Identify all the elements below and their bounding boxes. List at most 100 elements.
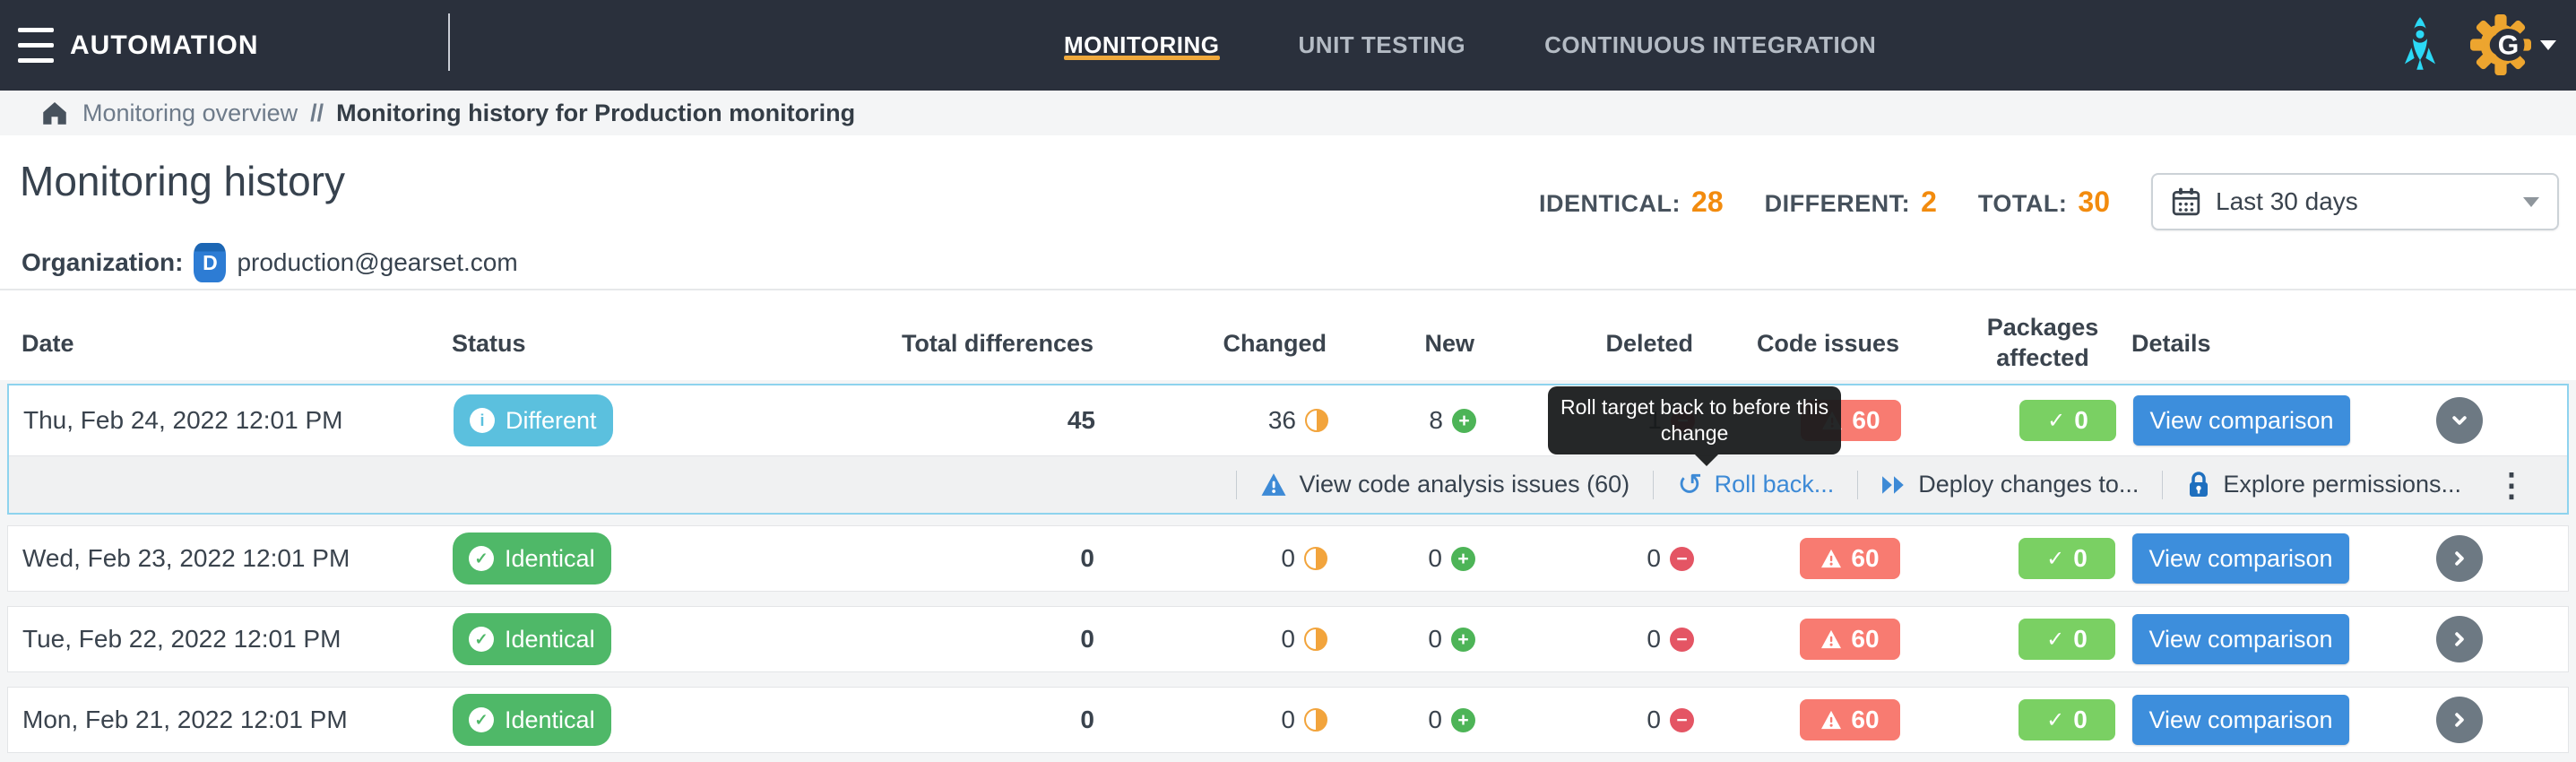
tick-icon: ✓ [2046,707,2065,732]
minus-icon: − [1670,627,1694,652]
chevron-right-icon [2454,632,2464,646]
stat-identical-value: 28 [1691,185,1724,218]
expand-row-button[interactable] [2435,535,2483,582]
row-details-cell: View comparison [2115,695,2350,745]
code-issues-badge: 60 [1800,619,1900,660]
row-packages-cell: ✓ 0 [1900,538,2115,579]
expand-row-button[interactable] [2435,697,2483,743]
table-row: Wed, Feb 23, 2022 12:01 PM ✓ Identical 0… [7,525,2569,592]
row-changed-cell: 0 [1094,625,1327,654]
breadcrumb-current: Monitoring history for Production monito… [336,99,856,126]
section-divider [0,289,2576,290]
org-type-badge: D [194,243,227,282]
header-packages-affected: Packages affected [1986,314,2099,371]
header-date: Date [22,329,74,357]
minus-icon: − [1670,707,1694,732]
row-expander-cell [2350,616,2568,662]
row-packages-cell: ✓ 0 [1901,400,2116,441]
stat-total: TOTAL: 30 [1978,186,2110,219]
action-divider [1236,470,1238,499]
row-new-cell: 8 + [1328,406,1476,435]
header-code-issues: Code issues [1756,329,1899,357]
explore-permissions-action[interactable]: Explore permissions... [2163,471,2485,499]
status-badge-different: i Different [454,394,613,446]
stat-identical: IDENTICAL: 28 [1539,186,1724,219]
header-new: New [1424,329,1474,357]
table-row-group-expanded: Thu, Feb 24, 2022 12:01 PM i Different 4… [7,384,2569,515]
tab-monitoring[interactable]: MONITORING [1064,0,1220,91]
stat-different-value: 2 [1921,185,1937,218]
collapse-row-button[interactable] [2435,397,2483,444]
row-code-issues-cell: 60 [1694,538,1900,579]
view-code-analysis-action[interactable]: View code analysis issues (60) [1237,471,1653,498]
view-comparison-button[interactable]: View comparison [2132,695,2349,745]
hamburger-menu-icon[interactable] [18,28,54,63]
table-header-row: Date Status Total differences Changed Ne… [7,311,2569,376]
row-total-differences: 0 [1080,544,1094,572]
packages-badge: ✓ 0 [2018,619,2115,660]
row-code-issues-cell: 60 [1694,699,1900,740]
stat-total-value: 30 [2078,185,2110,218]
stat-different-label: DIFFERENT: [1764,189,1911,217]
row-new-cell: 0 + [1327,544,1475,573]
deploy-changes-action[interactable]: Deploy changes to... [1858,471,2162,498]
row-total-differences: 0 [1080,706,1094,733]
row-new-cell: 0 + [1327,625,1475,654]
breadcrumb-link-monitoring-overview[interactable]: Monitoring overview [82,99,298,126]
action-divider [1653,470,1655,499]
tab-unit-testing[interactable]: UNIT TESTING [1298,31,1466,58]
plus-icon: + [1452,408,1476,433]
warning-triangle-icon [1821,549,1842,568]
header-status: Status [452,329,526,357]
info-icon: i [470,408,495,433]
row-date: Thu, Feb 24, 2022 12:01 PM [23,406,343,434]
view-comparison-button[interactable]: View comparison [2132,614,2349,664]
date-range-dropdown[interactable]: Last 30 days [2151,173,2559,230]
lock-icon [2190,471,2209,497]
kebab-menu-icon[interactable]: ⋮ [2495,465,2528,503]
view-comparison-button[interactable]: View comparison [2133,395,2350,446]
top-navigation-bar: AUTOMATION MONITORING UNIT TESTING CONTI… [0,0,2576,91]
user-avatar-menu[interactable]: G [2470,14,2556,75]
rocket-icon[interactable] [2400,16,2440,74]
row-date: Tue, Feb 22, 2022 12:01 PM [22,625,341,653]
row-expander-cell [2350,535,2568,582]
warning-triangle-icon [1821,710,1842,730]
row-expander-cell [2350,697,2568,743]
packages-badge: ✓ 0 [2018,538,2115,579]
tick-icon: ✓ [2046,546,2065,571]
tick-icon: ✓ [2047,408,2066,433]
row-deleted-cell: 0− [1475,706,1694,734]
action-divider [1857,470,1859,499]
table-row: Mon, Feb 21, 2022 12:01 PM ✓ Identical 0… [7,687,2569,753]
chevron-right-icon [2454,713,2464,727]
home-icon[interactable] [39,98,70,128]
tab-continuous-integration[interactable]: CONTINUOUS INTEGRATION [1544,31,1877,58]
packages-badge: ✓ 0 [2019,400,2116,441]
header-details: Details [2131,329,2211,357]
avatar-initial: G [2498,30,2520,60]
page-header-section: Monitoring history IDENTICAL: 28 DIFFERE… [0,135,2576,380]
gear-avatar-icon: G [2470,14,2531,75]
nav-tabs: MONITORING UNIT TESTING CONTINUOUS INTEG… [1064,0,1876,91]
row-changed-cell: 0 [1094,706,1327,734]
chevron-down-icon [2451,416,2467,425]
calendar-icon [2172,187,2200,216]
code-issues-badge: 60 [1800,538,1900,579]
view-comparison-button[interactable]: View comparison [2132,533,2349,584]
status-badge-identical: ✓ Identical [453,613,611,665]
status-badge-identical: ✓ Identical [453,694,611,746]
row-packages-cell: ✓ 0 [1900,699,2115,740]
header-total-differences: Total differences [901,329,1094,357]
breadcrumb: Monitoring overview // Monitoring histor… [0,91,2576,135]
roll-back-action[interactable]: ↺ Roll back... [1677,467,1835,502]
row-status-cell: ✓ Identical [453,533,641,584]
row-actions-bar: View code analysis issues (60) ↺ Roll ba… [9,455,2567,513]
page-title: Monitoring history [20,158,346,204]
plus-icon: + [1451,546,1475,571]
expand-row-button[interactable] [2435,616,2483,662]
stat-identical-label: IDENTICAL: [1539,189,1681,217]
plus-icon: + [1451,707,1475,732]
packages-badge: ✓ 0 [2018,699,2115,740]
status-badge-identical: ✓ Identical [453,533,611,584]
